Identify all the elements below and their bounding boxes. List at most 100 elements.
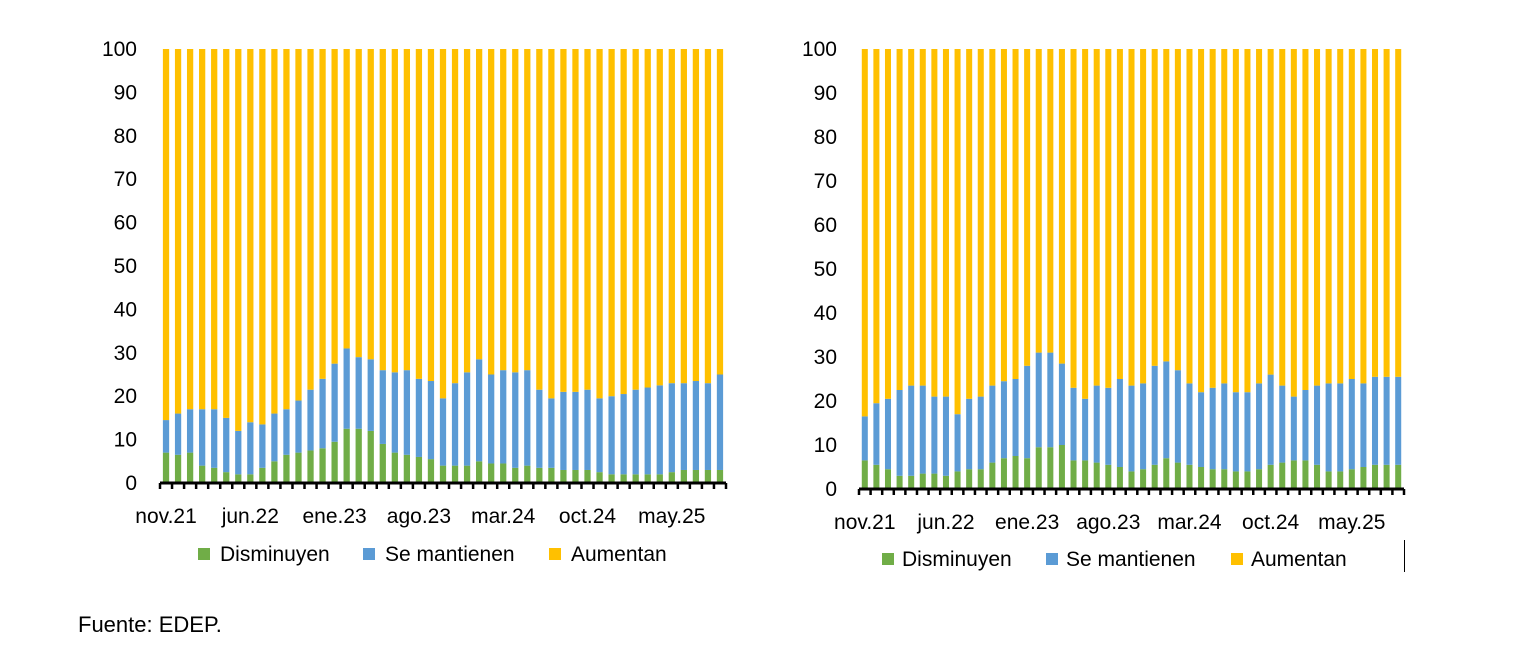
bar-segment-aumentan (704, 49, 712, 384)
bar-segment-disminuyen (247, 474, 254, 483)
bar-segment-disminuyen (500, 463, 507, 483)
bar-segment-aumentan (199, 49, 206, 410)
y-tick-label: 70 (814, 170, 837, 193)
bar-segment-aumentan (1128, 49, 1135, 386)
y-tick-label: 70 (114, 168, 137, 191)
bar-segment-disminuyen (1221, 469, 1228, 489)
bar-segment-aumentan (1221, 49, 1228, 384)
bar-segment-disminuyen (536, 467, 543, 483)
y-tick-label: 20 (114, 385, 137, 408)
bar-segment-disminuyen (1325, 471, 1332, 489)
bar-segment-disminuyen (451, 465, 459, 483)
bar-segment-disminuyen (919, 473, 926, 489)
y-tick-label: 90 (814, 82, 837, 105)
legend-swatch (549, 548, 561, 560)
bar-segment-aumentan (1116, 49, 1123, 379)
bar-segment-se-mantienen (1267, 374, 1274, 465)
x-tick-label: jun.22 (916, 511, 974, 534)
x-tick-label: may.25 (638, 505, 705, 528)
bar-segment-disminuyen (1035, 447, 1042, 489)
bar-segment-se-mantienen (1302, 390, 1309, 461)
bar-segment-se-mantienen (355, 357, 362, 429)
bar-segment-disminuyen (1047, 447, 1054, 489)
bar-segment-aumentan (1337, 49, 1344, 384)
bar-segment-aumentan (331, 49, 338, 364)
bar-segment-aumentan (1105, 49, 1112, 388)
bar-segment-disminuyen (1302, 460, 1309, 489)
bar-segment-disminuyen (319, 448, 326, 483)
bar-segment-se-mantienen (1209, 387, 1216, 470)
bar-segment-aumentan (1244, 49, 1251, 393)
bar-segment-se-mantienen (584, 389, 591, 470)
bar-segment-disminuyen (223, 472, 230, 483)
bar-segment-disminuyen (884, 469, 892, 489)
bar-segment-disminuyen (391, 452, 398, 483)
bar-segment-se-mantienen (548, 398, 555, 468)
bar-segment-aumentan (548, 49, 555, 399)
bar-segment-disminuyen (1082, 460, 1089, 489)
bar-segment-aumentan (439, 49, 447, 399)
bar-segment-se-mantienen (1140, 383, 1147, 470)
y-tick-label: 80 (814, 126, 837, 149)
bar-segment-se-mantienen (1000, 381, 1007, 459)
y-tick-label: 40 (814, 302, 837, 325)
bar-segment-se-mantienen (608, 396, 615, 475)
bar-segment-disminuyen (1058, 445, 1065, 489)
bar-segment-se-mantienen (1163, 361, 1170, 459)
bar-segment-aumentan (1256, 49, 1263, 384)
bar-segment-se-mantienen (966, 398, 973, 470)
bar-segment-se-mantienen (1116, 379, 1123, 467)
bar-segment-aumentan (1174, 49, 1181, 371)
bar-segment-aumentan (367, 49, 374, 360)
bar-segment-aumentan (1151, 49, 1158, 366)
bar-segment-se-mantienen (1256, 383, 1263, 470)
bar-segment-aumentan (259, 49, 266, 425)
x-tick-label: mar.24 (1157, 511, 1222, 534)
bar-segment-se-mantienen (295, 400, 302, 453)
bar-segment-aumentan (1000, 49, 1007, 382)
bar-segment-disminuyen (1198, 467, 1205, 489)
bar-segment-disminuyen (475, 461, 483, 483)
bar-segment-disminuyen (174, 454, 182, 483)
bar-segment-disminuyen (259, 467, 266, 483)
bar-segment-disminuyen (584, 469, 591, 483)
bar-segment-disminuyen (680, 469, 687, 483)
bar-segment-se-mantienen (560, 391, 567, 470)
y-tick-label: 100 (102, 38, 137, 61)
bar-segment-se-mantienen (463, 372, 471, 466)
bar-segment-aumentan (174, 49, 182, 414)
bar-segment-disminuyen (1232, 471, 1239, 489)
bar-segment-aumentan (1163, 49, 1170, 362)
bar-segment-aumentan (908, 49, 915, 386)
bar-segment-aumentan (656, 49, 663, 386)
x-tick-label: oct.24 (1242, 511, 1300, 534)
bar-segment-se-mantienen (716, 374, 724, 470)
bar-segment-aumentan (584, 49, 591, 390)
bar-segment-se-mantienen (572, 391, 579, 470)
bar-segment-disminuyen (1151, 464, 1158, 489)
bar-segment-aumentan (1186, 49, 1193, 384)
bar-segment-se-mantienen (162, 420, 170, 453)
bar-segment-disminuyen (355, 428, 362, 483)
x-tick-label: ago.23 (387, 505, 451, 528)
legend-item: Se mantienen (363, 543, 515, 566)
bar-segment-se-mantienen (1395, 376, 1402, 465)
bar-segment-aumentan (560, 49, 567, 392)
bar-segment-disminuyen (896, 475, 903, 489)
bar-segment-aumentan (954, 49, 961, 415)
bar-segment-disminuyen (572, 469, 579, 483)
bar-segment-se-mantienen (632, 389, 639, 475)
legend-label: Disminuyen (220, 543, 330, 566)
bar-segment-se-mantienen (415, 378, 423, 457)
y-tick-label: 60 (814, 214, 837, 237)
bar-segment-se-mantienen (271, 413, 278, 462)
bar-segment-aumentan (989, 49, 996, 386)
bar-segment-aumentan (572, 49, 579, 392)
bar-segment-disminuyen (656, 474, 663, 483)
bar-segment-se-mantienen (259, 424, 266, 468)
bar-segment-disminuyen (1383, 464, 1390, 489)
bar-segment-disminuyen (439, 465, 447, 483)
bar-segment-disminuyen (379, 443, 386, 483)
bar-segment-se-mantienen (1186, 383, 1193, 465)
bar-segment-disminuyen (186, 452, 194, 483)
